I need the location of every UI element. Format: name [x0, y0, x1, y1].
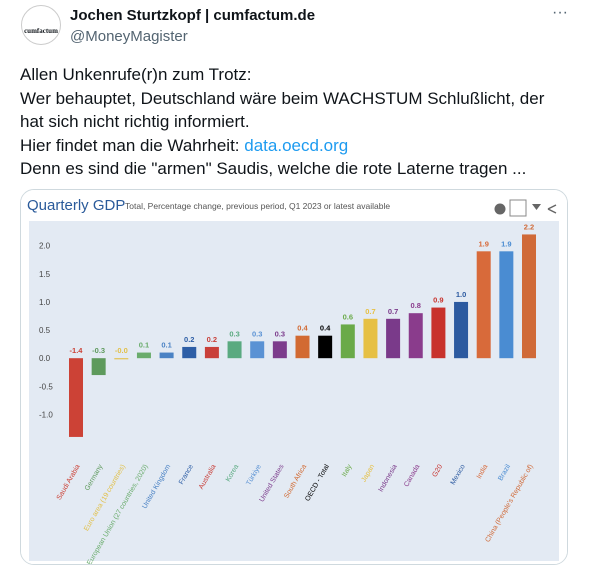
chart-subtitle: Total, Percentage change, previous perio…: [125, 201, 390, 211]
bar: [476, 251, 491, 359]
value-label: -1.4: [70, 346, 84, 355]
value-label: 0.8: [411, 301, 421, 310]
value-label: 0.4: [297, 324, 308, 333]
value-label: 0.6: [343, 312, 353, 321]
bar: [136, 352, 151, 359]
bar: [69, 358, 83, 437]
bar: [272, 341, 287, 359]
y-tick-label: 0.5: [39, 326, 51, 335]
y-tick-label: 0.0: [39, 354, 51, 363]
bar: [522, 234, 536, 359]
value-label: 1.0: [456, 290, 466, 299]
value-label: 0.3: [275, 329, 285, 338]
bar: [408, 313, 423, 359]
y-tick-label: 2.0: [39, 242, 51, 251]
value-label: 1.9: [478, 239, 488, 248]
value-label: 0.3: [252, 329, 262, 338]
plot-bg: [29, 221, 559, 561]
share-icon[interactable]: [547, 204, 557, 214]
link[interactable]: data.oecd.org: [244, 135, 349, 155]
value-label: 0.9: [433, 296, 443, 305]
author-handle[interactable]: @MoneyMagister: [70, 28, 188, 45]
avatar[interactable]: cumfactum: [21, 5, 61, 45]
chart-title: Quarterly GDP: [27, 197, 125, 214]
author-name[interactable]: Jochen Sturtzkopf | cumfactum.de: [70, 7, 316, 24]
chart: Quarterly GDP Total, Percentage change, …: [21, 190, 567, 564]
y-tick-label: 1.0: [39, 298, 51, 307]
more-button[interactable]: ···: [552, 4, 568, 21]
value-label: 0.3: [229, 329, 239, 338]
value-label: -0.0: [115, 346, 128, 355]
expand-icon[interactable]: [509, 199, 527, 217]
bar: [499, 251, 514, 359]
value-label: 0.7: [365, 307, 375, 316]
tweet-line: Wer behauptet, Deutschland wäre beim WAC…: [20, 88, 545, 132]
media-card[interactable]: Quarterly GDP Total, Percentage change, …: [20, 189, 568, 565]
value-label: 2.2: [524, 222, 534, 231]
tweet-line: Denn es sind die "armen" Saudis, welche …: [20, 159, 527, 178]
bar: [182, 346, 197, 359]
bar: [91, 358, 106, 376]
value-label: 0.2: [207, 335, 217, 344]
bar: [318, 335, 333, 359]
bar: [227, 341, 242, 359]
bar: [295, 335, 310, 359]
bar: [340, 324, 355, 359]
bar: [204, 346, 219, 359]
value-label: -0.3: [92, 346, 105, 355]
value-label: 0.4: [320, 324, 331, 333]
bar: [454, 301, 469, 359]
download-icon[interactable]: [532, 204, 541, 210]
tweet-line: Hier findet man die Wahrheit:: [20, 135, 240, 155]
value-label: 1.9: [501, 239, 511, 248]
value-label: 0.1: [139, 341, 149, 350]
bar: [363, 318, 378, 359]
y-tick-label: -1.0: [39, 410, 53, 419]
y-tick-label: 1.5: [39, 270, 51, 279]
value-label: 0.1: [161, 341, 171, 350]
tweet-line: Hier findet man die Wahrheit: data.oecd.…: [20, 134, 565, 158]
tweet-text: Allen Unkenrufe(r)n zum Trotz: Wer behau…: [20, 63, 565, 181]
bar: [431, 307, 446, 359]
info-icon[interactable]: [494, 203, 506, 215]
bar: [159, 352, 174, 359]
y-tick-label: -0.5: [39, 382, 53, 391]
value-label: 0.2: [184, 335, 194, 344]
value-label: 0.7: [388, 307, 398, 316]
bar: [114, 358, 129, 360]
tweet-line: Allen Unkenrufe(r)n zum Trotz:: [20, 65, 252, 84]
bar: [386, 318, 401, 359]
bar: [250, 341, 265, 359]
